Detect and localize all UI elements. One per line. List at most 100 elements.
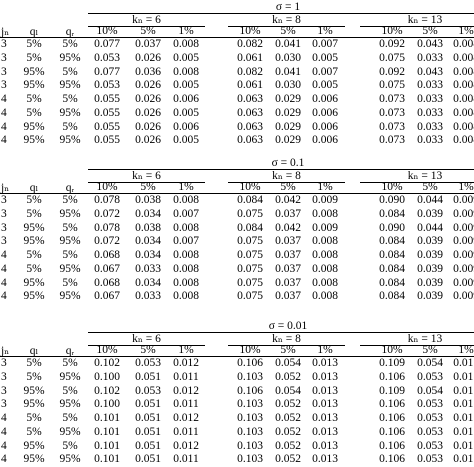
cell: 0.044 — [417, 221, 443, 234]
cell: 0.052 — [275, 425, 301, 438]
cell: 0.082 — [237, 65, 263, 78]
cell: 0.026 — [135, 106, 161, 119]
cell: 0.008 — [453, 38, 474, 50]
cell: 0.103 — [237, 370, 263, 383]
cell: 0.055 — [94, 93, 120, 105]
cell: 0.054 — [275, 384, 301, 397]
cell: 0.013 — [312, 412, 338, 424]
cell: 95% — [23, 290, 45, 303]
cell: 0.106 — [379, 453, 405, 466]
column-header: jₙ — [1, 182, 10, 194]
cell: 0.106 — [379, 370, 405, 383]
cell: 0.053 — [135, 357, 161, 369]
cell: 0.106 — [237, 384, 263, 397]
cell: 0.039 — [417, 290, 443, 303]
cell: 0.106 — [379, 425, 405, 438]
cell: 0.055 — [94, 120, 120, 133]
cell: 0.051 — [135, 398, 161, 411]
column-header: qᵣ — [65, 26, 75, 38]
cell: 0.011 — [453, 453, 474, 466]
cell: 0.092 — [379, 65, 405, 78]
cell: 5% — [62, 65, 78, 78]
cell: 0.075 — [237, 249, 263, 261]
subheader: 1% — [317, 181, 333, 193]
group-header: kₙ = 6 — [132, 14, 161, 26]
cell: 3 — [1, 357, 7, 369]
cell: 0.068 — [94, 276, 120, 289]
subheader: 5% — [280, 344, 296, 356]
cell: 95% — [23, 384, 45, 397]
cell: 0.084 — [379, 262, 405, 275]
cell: 0.013 — [312, 425, 338, 438]
cell: 0.063 — [237, 134, 263, 147]
cell: 0.068 — [94, 249, 120, 261]
cell: 0.008 — [312, 262, 338, 275]
cell: 0.012 — [173, 384, 199, 397]
cell: 95% — [23, 276, 45, 289]
cell: 0.007 — [312, 38, 338, 50]
cell: 0.008 — [453, 120, 474, 133]
cell: 0.063 — [237, 106, 263, 119]
column-header: qᵣ — [65, 182, 75, 194]
cell: 3 — [1, 79, 7, 92]
cell: 0.026 — [135, 120, 161, 133]
cell: 0.013 — [312, 370, 338, 383]
cell: 95% — [59, 453, 81, 466]
cell: 0.106 — [379, 398, 405, 411]
cell: 95% — [59, 398, 81, 411]
cell: 0.037 — [275, 207, 301, 220]
cell: 0.044 — [417, 194, 443, 206]
cell: 0.053 — [135, 384, 161, 397]
cell: 0.008 — [453, 134, 474, 147]
rule — [0, 37, 474, 38]
cell: 0.043 — [417, 38, 443, 50]
cell: 5% — [62, 221, 78, 234]
cell: 0.034 — [135, 276, 161, 289]
cell: 0.077 — [94, 38, 120, 50]
cell: 0.008 — [312, 290, 338, 303]
cell: 0.106 — [379, 439, 405, 452]
subheader: 1% — [458, 25, 474, 37]
group-header: kₙ = 8 — [272, 170, 301, 182]
cell: 5% — [62, 38, 78, 50]
cell: 0.008 — [312, 276, 338, 289]
cell: 0.007 — [173, 207, 199, 220]
panel-title: σ = 0.01 — [268, 320, 308, 332]
cell: 0.033 — [135, 262, 161, 275]
cell: 0.034 — [135, 235, 161, 248]
cell: 0.052 — [275, 453, 301, 466]
cell: 0.026 — [135, 79, 161, 92]
subheader: 10% — [381, 344, 403, 356]
cell: 4 — [1, 425, 7, 438]
cell: 0.039 — [417, 207, 443, 220]
cell: 95% — [23, 398, 45, 411]
cell: 0.012 — [173, 357, 199, 369]
cell: 0.075 — [379, 51, 405, 64]
cell: 4 — [1, 249, 7, 261]
cell: 0.039 — [417, 262, 443, 275]
cell: 3 — [1, 38, 7, 50]
subheader: 1% — [317, 344, 333, 356]
cell: 0.063 — [237, 120, 263, 133]
cell: 0.008 — [173, 221, 199, 234]
cell: 0.013 — [312, 398, 338, 411]
cell: 0.100 — [94, 398, 120, 411]
cell: 4 — [1, 412, 7, 424]
cell: 0.026 — [135, 51, 161, 64]
rule — [228, 182, 345, 183]
cell: 95% — [23, 453, 45, 466]
subheader: 5% — [422, 25, 438, 37]
cell: 0.054 — [417, 384, 443, 397]
cell: 0.009 — [453, 262, 474, 275]
cell: 0.073 — [379, 134, 405, 147]
cell: 4 — [1, 439, 7, 452]
subheader: 10% — [96, 181, 118, 193]
cell: 3 — [1, 207, 7, 220]
cell: 0.053 — [94, 79, 120, 92]
cell: 0.053 — [417, 370, 443, 383]
cell: 5% — [26, 51, 42, 64]
cell: 0.034 — [135, 207, 161, 220]
rule — [360, 182, 474, 183]
cell: 0.006 — [312, 93, 338, 105]
group-header: kₙ = 8 — [272, 333, 301, 345]
